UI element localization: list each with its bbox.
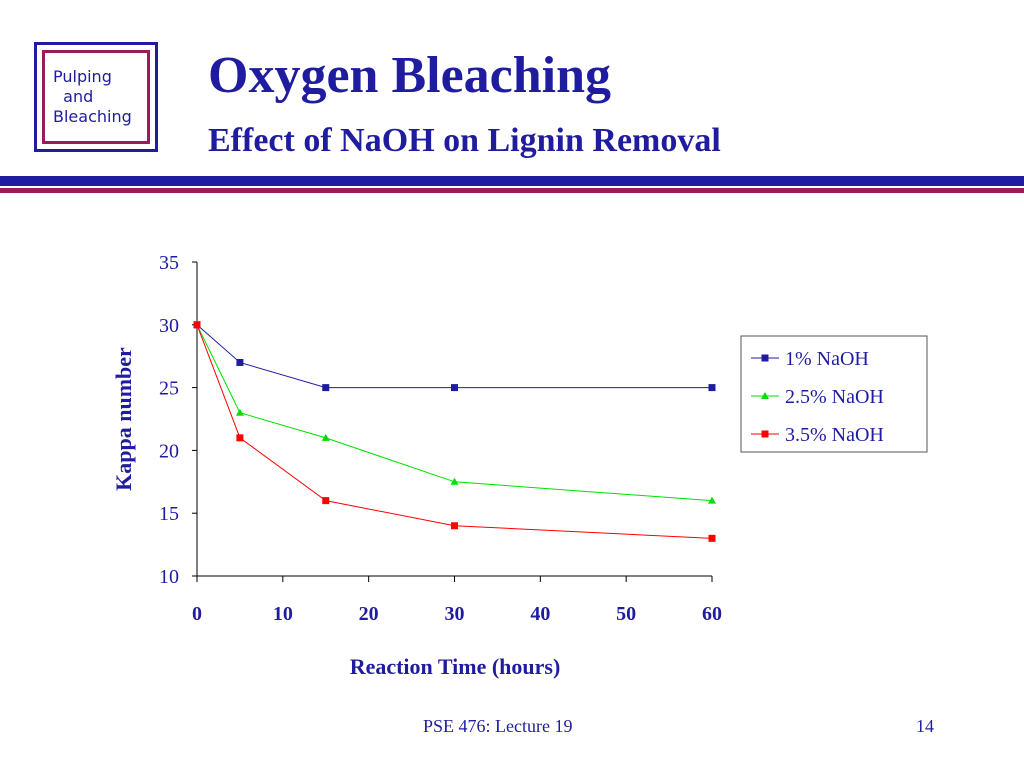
x-tick-label: 20 xyxy=(359,603,379,625)
course-logo-text: Pulping and Bleaching xyxy=(53,67,132,127)
series-1-point xyxy=(708,384,716,392)
logo-line-1: Pulping xyxy=(53,67,112,86)
legend-swatch-marker xyxy=(761,392,769,399)
footer-lecture: PSE 476: Lecture 19 xyxy=(423,716,573,736)
series-line-1 xyxy=(196,324,712,389)
series-3-point xyxy=(708,534,716,542)
series-2-point xyxy=(450,477,459,485)
series-2-point xyxy=(321,433,330,441)
series-1-point xyxy=(322,384,330,392)
series-3-point xyxy=(451,522,458,530)
series-3-point xyxy=(193,321,201,329)
y-tick-label: 35 xyxy=(159,252,179,274)
series-2-point xyxy=(235,408,244,416)
legend-label: 3.5% NaOH xyxy=(785,424,884,446)
slide-title: Oxygen Bleaching xyxy=(208,47,612,104)
y-tick-label: 15 xyxy=(159,503,179,525)
series-2-point xyxy=(708,496,716,504)
header-rule-blue xyxy=(0,176,1024,186)
page-number: 14 xyxy=(916,716,934,736)
logo-line-2: and xyxy=(63,87,94,106)
series-3-point xyxy=(322,497,330,505)
y-tick-label: 30 xyxy=(159,315,179,337)
x-tick-label: 60 xyxy=(702,603,722,625)
legend-swatch-marker xyxy=(761,430,769,438)
legend-label: 1% NaOH xyxy=(785,348,869,370)
series-line-2 xyxy=(196,324,713,502)
header-rule-maroon xyxy=(0,188,1024,193)
y-tick-label: 10 xyxy=(159,566,179,588)
y-tick-label: 20 xyxy=(159,440,179,462)
series-1-point xyxy=(236,358,244,366)
x-tick-label: 30 xyxy=(445,603,465,625)
logo-line-3: Bleaching xyxy=(53,107,132,126)
series-3-point xyxy=(236,434,244,442)
slide-subtitle: Effect of NaOH on Lignin Removal xyxy=(208,122,721,159)
x-tick-label: 50 xyxy=(616,603,636,625)
y-axis-title: Kappa number xyxy=(111,347,136,491)
legend-box xyxy=(740,335,928,453)
x-tick-label: 40 xyxy=(530,603,550,625)
x-tick-label: 10 xyxy=(273,603,293,625)
x-tick-label: 0 xyxy=(192,603,202,625)
legend-swatch-marker xyxy=(761,354,769,362)
y-tick-label: 25 xyxy=(159,378,179,400)
course-logo-inner-border: Pulping and Bleaching xyxy=(42,50,150,144)
legend-label: 2.5% NaOH xyxy=(785,386,884,408)
x-axis-title: Reaction Time (hours) xyxy=(350,654,561,679)
series-1-point xyxy=(451,384,458,392)
series-line-3 xyxy=(196,324,713,539)
course-logo: Pulping and Bleaching xyxy=(34,42,158,152)
